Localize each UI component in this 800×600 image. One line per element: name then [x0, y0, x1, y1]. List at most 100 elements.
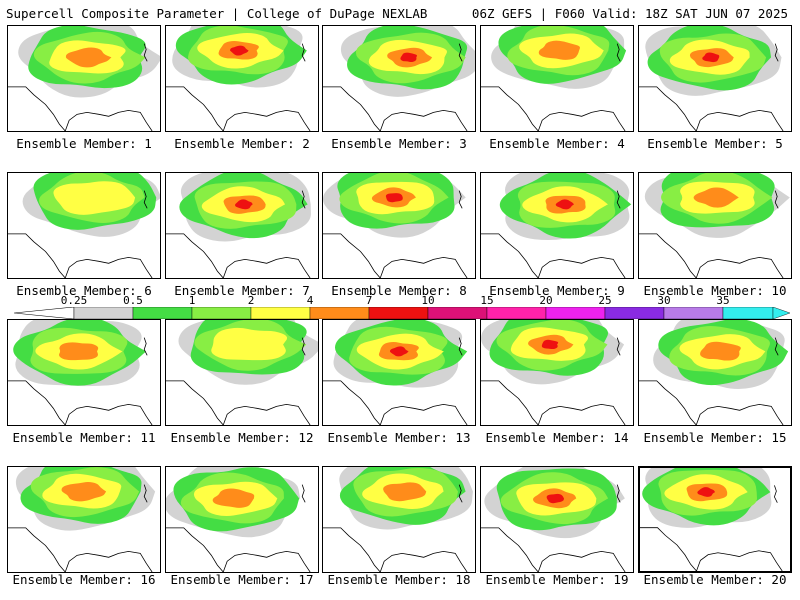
colorbar-segment [663, 307, 724, 319]
scp-contour-red [697, 487, 715, 497]
colorbar-tick-label: 4 [306, 294, 314, 307]
state-border [616, 190, 621, 209]
panel-label: Ensemble Member: 11 [12, 430, 156, 445]
scp-contour-orange [693, 187, 739, 208]
map-panel-2[interactable] [165, 25, 319, 132]
map-panel-20[interactable] [638, 466, 792, 573]
map-panel-1[interactable] [7, 25, 161, 132]
scp-contour-yellow [211, 327, 288, 361]
coastline [639, 86, 784, 131]
panel-label: Ensemble Member: 12 [170, 430, 314, 445]
scp-contour-map [323, 173, 468, 278]
colorbar-tick-label: 35 [716, 294, 730, 307]
scp-contour-orange [59, 342, 99, 361]
colorbar-under-arrow [14, 307, 75, 319]
map-panel-12[interactable] [165, 319, 319, 426]
coastline [639, 380, 784, 425]
state-border [301, 337, 306, 356]
map-panel-4[interactable] [480, 25, 634, 132]
scp-contour-map [481, 467, 626, 572]
colorbar-tick-label: 7 [365, 294, 373, 307]
coastline [639, 233, 784, 278]
coastline [323, 527, 468, 572]
scp-contour-map [323, 320, 468, 425]
colorbar-segment [604, 307, 665, 319]
colorbar-tick-label: 15 [480, 294, 494, 307]
map-panel-5[interactable] [638, 25, 792, 132]
colorbar-segment [73, 307, 134, 319]
state-border [616, 484, 621, 503]
scp-contour-map [323, 467, 473, 572]
panel-label: Ensemble Member: 9 [489, 283, 625, 298]
state-border [143, 484, 148, 503]
map-panel-11[interactable] [7, 319, 161, 426]
map-panel-15[interactable] [638, 319, 792, 426]
coastline [640, 527, 783, 571]
map-panel-9[interactable] [480, 172, 634, 279]
colorbar-segment [722, 307, 774, 319]
map-panel-8[interactable] [322, 172, 476, 279]
panel-label: Ensemble Member: 3 [331, 136, 467, 151]
map-panel-3[interactable] [322, 25, 476, 132]
scp-contour-map [639, 320, 789, 425]
map-panel-18[interactable] [322, 466, 476, 573]
coastline [323, 86, 468, 131]
map-panel-6[interactable] [7, 172, 161, 279]
state-border [143, 43, 148, 62]
colorbar-over-arrow [772, 307, 790, 319]
state-border [773, 485, 778, 503]
map-panel-13[interactable] [322, 319, 476, 426]
colorbar-segment [250, 307, 311, 319]
colorbar-tick-label: 2 [247, 294, 255, 307]
panel-label: Ensemble Member: 2 [174, 136, 310, 151]
scp-contour-map [481, 173, 632, 278]
coastline [481, 233, 626, 278]
colorbar-tick-label: 20 [539, 294, 553, 307]
colorbar-segment [486, 307, 547, 319]
colorbar-tick-label: 0.25 [60, 294, 88, 307]
map-panel-17[interactable] [165, 466, 319, 573]
scp-contour-red [234, 199, 253, 210]
coastline [481, 86, 626, 131]
map-panel-19[interactable] [480, 466, 634, 573]
coastline [481, 527, 626, 572]
scp-contour-map [8, 320, 153, 425]
scp-contour-red [389, 346, 409, 357]
state-border [616, 337, 621, 356]
colorbar-segment [191, 307, 252, 319]
scp-contour-red [546, 493, 565, 504]
panel-label: Ensemble Member: 19 [485, 572, 629, 587]
colorbar-segment [427, 307, 488, 319]
coastline [8, 86, 153, 131]
state-border [143, 190, 148, 209]
panel-label: Ensemble Member: 8 [331, 283, 467, 298]
scp-contour-map [639, 173, 790, 278]
state-border [143, 337, 148, 356]
scp-contour-map [639, 26, 784, 131]
colorbar-tick-label: 1 [188, 294, 196, 307]
scp-contour-map [640, 468, 783, 571]
scp-contour-orange [65, 47, 112, 68]
state-border [301, 190, 306, 209]
scp-contour-red [385, 193, 403, 203]
map-panel-16[interactable] [7, 466, 161, 573]
scp-contour-map [166, 26, 311, 131]
colorbar-tick-label: 30 [657, 294, 671, 307]
state-border [458, 43, 463, 62]
map-panel-7[interactable] [165, 172, 319, 279]
state-border [774, 337, 779, 356]
map-panel-14[interactable] [480, 319, 634, 426]
scp-contour-map [166, 173, 311, 278]
colorbar [14, 307, 790, 319]
chart-title: Supercell Composite Parameter | College … [6, 6, 428, 21]
panel-label: Ensemble Member: 13 [327, 430, 471, 445]
coastline [166, 527, 311, 572]
scp-contour-map [481, 26, 627, 131]
scp-contour-red [555, 199, 574, 210]
coastline [166, 86, 311, 131]
panel-label: Ensemble Member: 16 [12, 572, 156, 587]
map-panel-10[interactable] [638, 172, 792, 279]
state-border [458, 190, 463, 209]
colorbar-segment [368, 307, 429, 319]
colorbar-tick-label: 10 [421, 294, 435, 307]
